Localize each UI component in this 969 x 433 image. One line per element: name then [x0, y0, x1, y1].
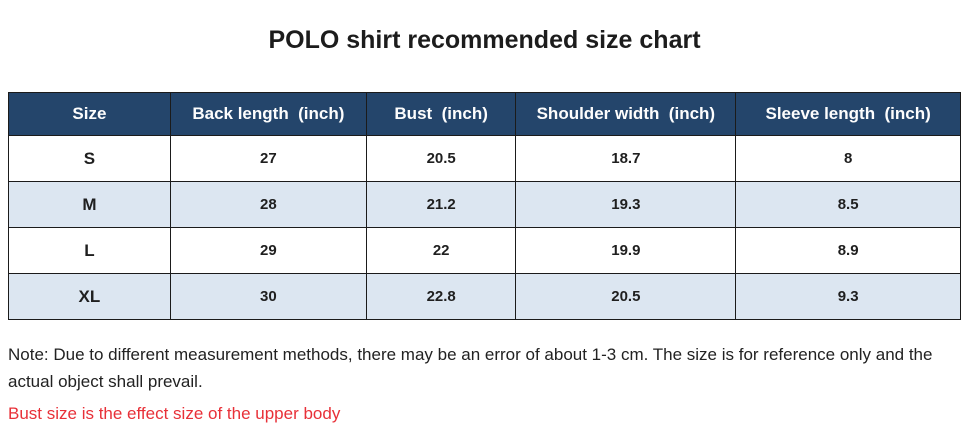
header-cell-bust: Bust (inch) — [365, 92, 517, 136]
cell-shoulder-width: 19.3 — [515, 181, 737, 228]
bust-size-note-text: Bust size is the effect size of the uppe… — [8, 404, 341, 423]
cell-shoulder-width: 19.9 — [515, 227, 737, 274]
cell-sleeve-length: 8 — [735, 135, 961, 182]
cell-sleeve-length: 8.9 — [735, 227, 961, 274]
table-row-l: L 29 22 19.9 8.9 — [8, 227, 961, 274]
table-header-row: Size Back length (inch) Bust (inch) Shou… — [8, 92, 961, 136]
cell-shoulder-width: 18.7 — [515, 135, 737, 182]
size-chart-table: Size Back length (inch) Bust (inch) Shou… — [8, 92, 961, 320]
cell-bust: 21.2 — [365, 181, 517, 228]
header-cell-size: Size — [8, 92, 171, 136]
header-cell-shoulder-width: Shoulder width (inch) — [515, 92, 737, 136]
cell-bust: 22.8 — [365, 273, 517, 320]
table-row-xl: XL 30 22.8 20.5 9.3 — [8, 273, 961, 320]
cell-bust: 20.5 — [365, 135, 517, 182]
cell-shoulder-width: 20.5 — [515, 273, 737, 320]
cell-size: L — [8, 227, 171, 274]
cell-sleeve-length: 9.3 — [735, 273, 961, 320]
cell-bust: 22 — [365, 227, 517, 274]
size-chart-page: POLO shirt recommended size chart Size B… — [0, 26, 969, 433]
cell-back-length: 28 — [169, 181, 367, 228]
header-cell-back-length: Back length (inch) — [169, 92, 367, 136]
cell-back-length: 29 — [169, 227, 367, 274]
page-title: POLO shirt recommended size chart — [268, 26, 701, 54]
table-row-m: M 28 21.2 19.3 8.5 — [8, 181, 961, 228]
cell-size: S — [8, 135, 171, 182]
cell-back-length: 30 — [169, 273, 367, 320]
table-row-s: S 27 20.5 18.7 8 — [8, 135, 961, 182]
cell-size: M — [8, 181, 171, 228]
cell-size: XL — [8, 273, 171, 320]
header-cell-sleeve-length: Sleeve length (inch) — [735, 92, 961, 136]
cell-sleeve-length: 8.5 — [735, 181, 961, 228]
measurement-note-text: Note: Due to different measurement metho… — [8, 345, 933, 391]
cell-back-length: 27 — [169, 135, 367, 182]
